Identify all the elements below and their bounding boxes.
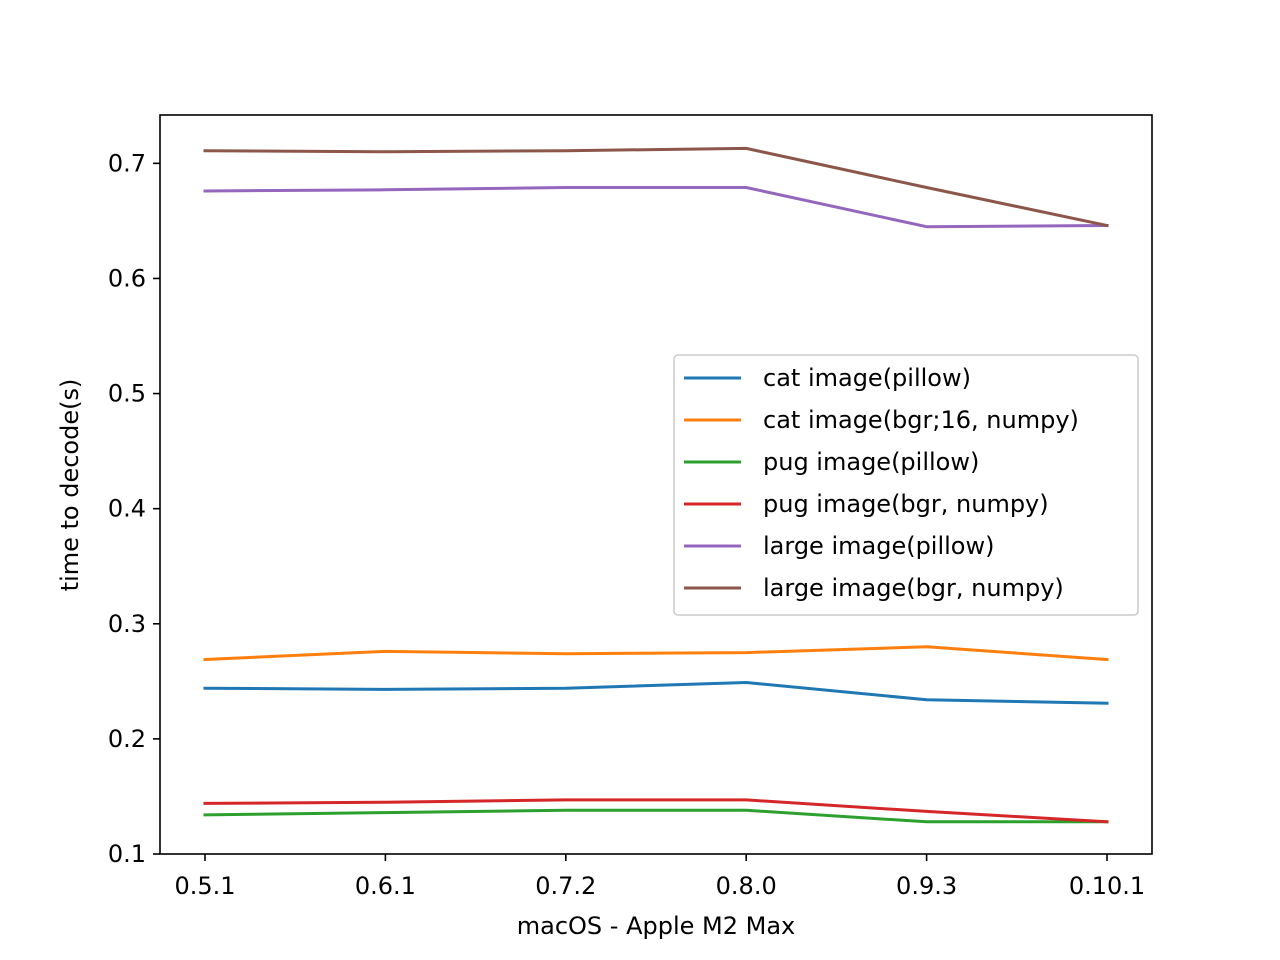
- series-line-6: [203, 146, 1109, 228]
- y-tick-label: 0.7: [108, 149, 146, 177]
- plot-area-frame: [159, 114, 1153, 855]
- y-tick-label: 0.1: [108, 840, 146, 868]
- series-layer: [203, 146, 1109, 824]
- x-tick-label: 0.6.1: [355, 872, 416, 900]
- y-axis-label: time to decode(s): [56, 379, 84, 592]
- x-tick-label: 0.9.3: [896, 872, 957, 900]
- x-axis-label: macOS - Apple M2 Max: [517, 912, 796, 940]
- legend-box: [673, 354, 1139, 616]
- y-tick-label: 0.2: [108, 725, 146, 753]
- x-tick-label: 0.8.0: [716, 872, 777, 900]
- legend: cat image(pillow) cat image(bgr;16, numpy…: [673, 354, 1139, 616]
- series-line-2: [203, 645, 1109, 662]
- series-line-5: [203, 186, 1109, 229]
- series-line-3: [203, 808, 1109, 824]
- x-tick-label: 0.10.1: [1069, 872, 1145, 900]
- legend-label: pug image(bgr, numpy): [763, 490, 1049, 518]
- legend-label: cat image(bgr;16, numpy): [763, 406, 1079, 434]
- y-axis: 0.1 0.2 0.3 0.4 0.5 0.6 0.7: [108, 149, 160, 868]
- legend-label: large image(bgr, numpy): [763, 574, 1064, 602]
- y-tick-label: 0.4: [108, 495, 146, 523]
- series-line-4: [203, 798, 1109, 824]
- x-tick-label: 0.5.1: [174, 872, 235, 900]
- x-tick-label: 0.7.2: [535, 872, 596, 900]
- y-tick-label: 0.6: [108, 264, 146, 292]
- legend-label: large image(pillow): [763, 532, 994, 560]
- y-tick-label: 0.3: [108, 610, 146, 638]
- legend-label: pug image(pillow): [763, 448, 979, 476]
- legend-label: cat image(pillow): [763, 364, 971, 392]
- x-axis: 0.5.1 0.6.1 0.7.2 0.8.0 0.9.3 0.10.1: [174, 854, 1145, 900]
- y-tick-label: 0.5: [108, 380, 146, 408]
- series-line-1: [203, 681, 1109, 705]
